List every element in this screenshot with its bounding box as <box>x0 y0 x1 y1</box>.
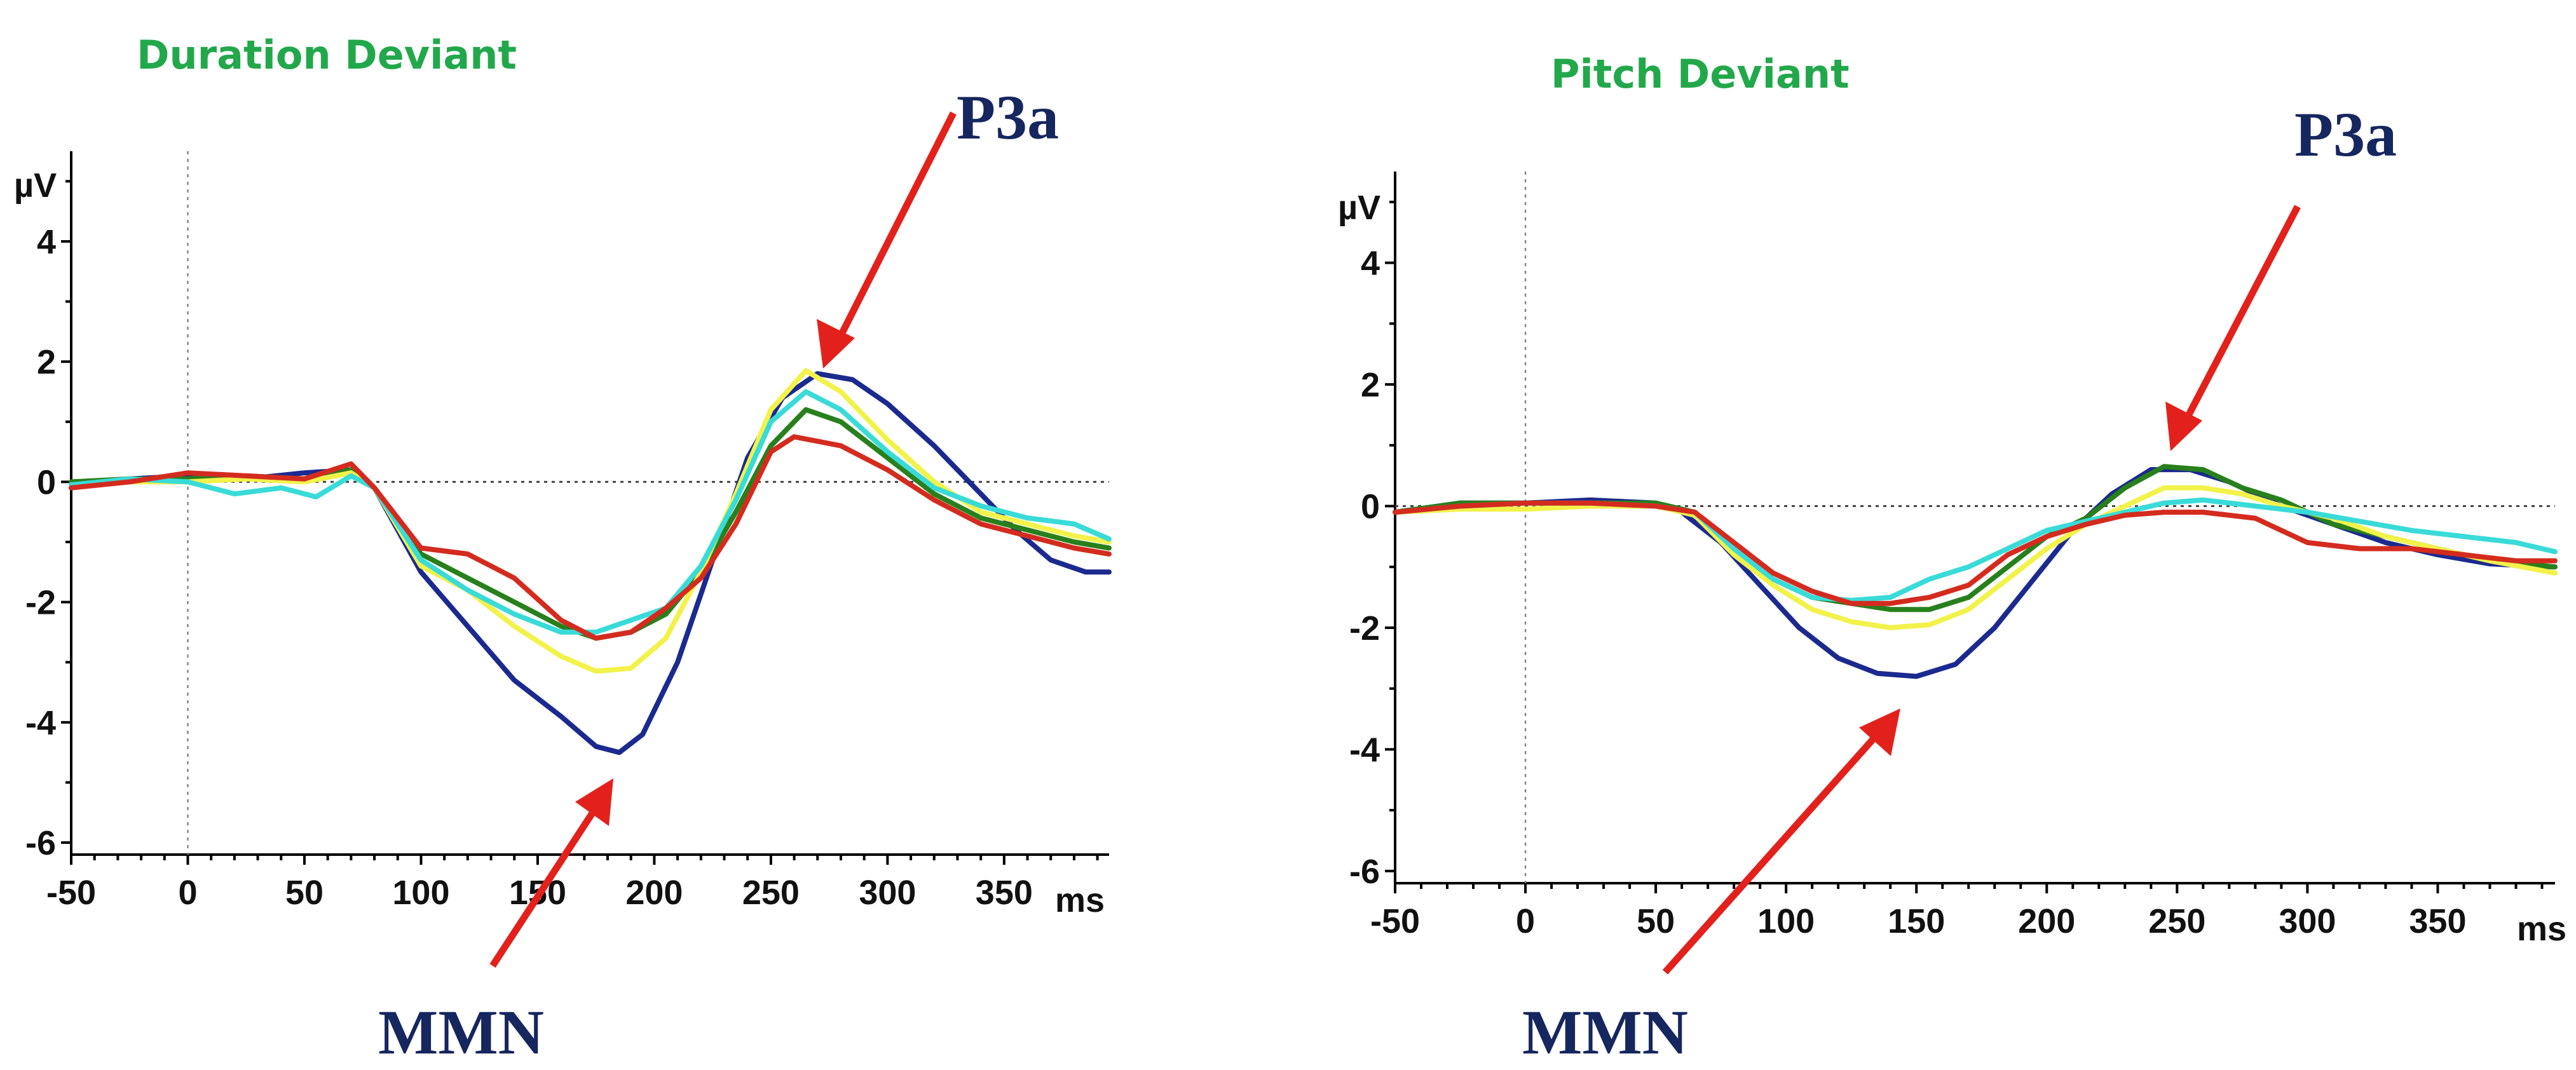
y-tick-label-duration: 0 <box>37 463 56 501</box>
plot-area-duration: 420-2-4-6-50 0 50 100 150 200 250 300 350 <box>25 151 1112 912</box>
x-tick-label-pitch: 100 <box>1757 902 1815 940</box>
y-tick-label-pitch: 4 <box>1361 245 1380 283</box>
label-p3a-duration: P3a <box>957 82 1059 152</box>
x-tick-label-pitch: 250 <box>2148 902 2205 940</box>
panel-pitch-deviant: Pitch Deviant µV ms 4 2 0 -2 -4 -6 -50 0 50 100 15… <box>1338 51 2566 1067</box>
x-tick-label-pitch: 0 <box>1516 902 1535 940</box>
y-tick-label-pitch: -2 <box>1349 609 1380 647</box>
series-line-duration-4 <box>69 389 1112 635</box>
series-line-duration-5 <box>69 434 1112 641</box>
x-tick-label-pitch: 50 <box>1637 902 1675 940</box>
arrow-p3a-duration <box>837 111 957 339</box>
y-tick-label-duration: 2 <box>37 343 56 381</box>
y-axis-unit-duration: µV <box>14 166 57 205</box>
y-tick-label-duration: -2 <box>25 584 56 622</box>
plot-area-pitch: 4 2 0 -2 -4 -6 -50 0 50 100 150 200 250 300 350 <box>1349 172 2558 940</box>
annotation-mmn-pitch: MMN <box>1522 708 1900 1067</box>
annotation-p3a-pitch: P3a <box>2165 99 2397 451</box>
x-tick-label-duration: 0 <box>178 874 197 912</box>
panel-title-pitch: Pitch Deviant <box>1551 51 1850 97</box>
x-tick-label-pitch: -50 <box>1370 902 1420 940</box>
x-tick-label-pitch: 300 <box>2279 902 2336 940</box>
x-tick-label-duration: 350 <box>976 874 1033 912</box>
y-tick-label-duration: -6 <box>25 824 56 862</box>
panel-duration-deviant: Duration Deviant µV ms 4 2 0 -2 -4 -6 -50 0 50 10… <box>14 32 1112 1067</box>
annotation-mmn-duration: MMN <box>378 778 613 1067</box>
y-axis-unit-pitch: µV <box>1338 189 1380 227</box>
label-mmn-pitch: MMN <box>1522 997 1688 1067</box>
arrow-mmn-pitch <box>1662 735 1878 975</box>
series-line-duration-2 <box>69 407 1112 641</box>
arrowhead-p3a-duration <box>817 319 855 369</box>
arrowhead-mmn-pitch <box>1859 708 1900 756</box>
y-tick-label-duration: -4 <box>25 704 56 742</box>
y-tick-label-pitch: -6 <box>1349 853 1380 891</box>
annotation-p3a-duration: P3a <box>817 82 1059 369</box>
x-tick-label-duration: 200 <box>625 874 683 912</box>
panel-title-duration: Duration Deviant <box>137 32 517 78</box>
y-tick-label-duration: 4 <box>37 223 56 261</box>
x-axis-unit-duration: ms <box>1055 881 1105 919</box>
label-p3a-pitch: P3a <box>2294 99 2397 170</box>
arrow-mmn-duration <box>489 808 597 968</box>
series-line-pitch-2 <box>1393 464 2558 613</box>
series-line-pitch-5 <box>1393 500 2558 606</box>
series-line-pitch-3 <box>1393 485 2558 630</box>
series-line-duration-3 <box>69 368 1112 674</box>
x-axis-unit-pitch: ms <box>2517 910 2566 948</box>
y-tick-label-pitch: -4 <box>1349 731 1380 769</box>
arrowhead-p3a-pitch <box>2165 402 2202 451</box>
y-tick-label-pitch: 2 <box>1361 366 1380 404</box>
arrowhead-mmn-duration <box>575 778 613 826</box>
x-tick-label-duration: -50 <box>46 874 96 912</box>
x-tick-label-pitch: 150 <box>1888 902 1945 940</box>
arrow-p3a-pitch <box>2183 205 2301 421</box>
x-tick-label-duration: 300 <box>859 874 916 912</box>
x-tick-label-duration: 100 <box>392 874 449 912</box>
x-tick-label-duration: 50 <box>285 874 324 912</box>
x-tick-label-pitch: 350 <box>2409 902 2466 940</box>
series-line-duration-1 <box>69 371 1112 755</box>
x-tick-label-pitch: 200 <box>2018 902 2075 940</box>
x-tick-label-duration: 250 <box>742 874 800 912</box>
y-tick-label-pitch: 0 <box>1361 487 1380 525</box>
label-mmn-duration: MMN <box>378 997 544 1067</box>
